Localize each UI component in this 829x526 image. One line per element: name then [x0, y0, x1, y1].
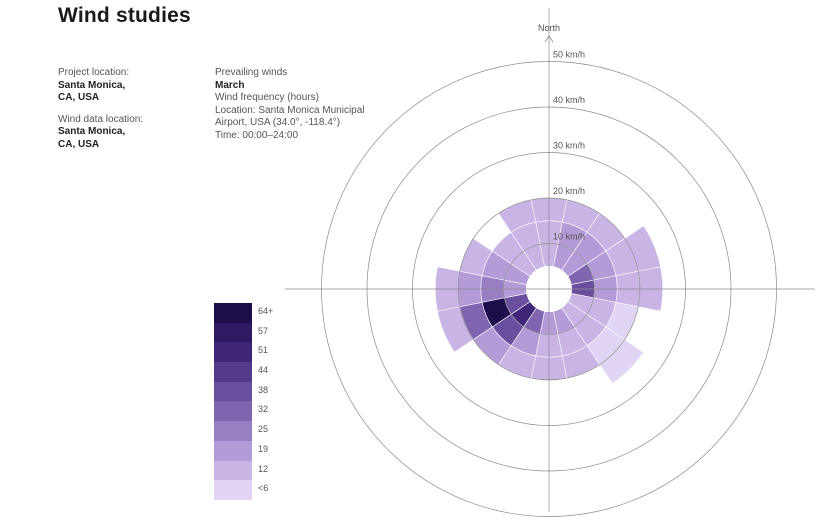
- legend-label: 44: [258, 365, 269, 376]
- data-location-label: Wind data location:: [58, 113, 144, 125]
- north-label: North: [538, 23, 560, 33]
- data-location-value-2: CA, USA: [58, 138, 100, 150]
- study-heading: Prevailing winds: [215, 67, 288, 78]
- legend-label: 25: [258, 424, 269, 435]
- legend-label: <6: [258, 483, 269, 494]
- legend-row: 38: [214, 381, 304, 402]
- project-location-value: Santa Monica,: [58, 79, 126, 91]
- legend-row: 64+: [214, 303, 304, 323]
- data-location-value: Santa Monica,: [58, 126, 126, 138]
- project-location-value-2: CA, USA: [58, 92, 100, 104]
- legend-swatch: [214, 421, 252, 441]
- north-arrow-icon: [544, 35, 554, 43]
- study-location-2: Airport, USA (34.0°, -118.4°): [215, 117, 341, 129]
- study-time: Time: 00:00–24:00: [215, 129, 299, 141]
- ring-label: 40 km/h: [553, 95, 585, 105]
- speed-ring: [412, 152, 686, 426]
- study-location-1: Location: Santa Monica Municipal: [215, 104, 365, 116]
- study-info: Prevailing winds March Wind frequency (h…: [215, 67, 385, 143]
- legend-swatch: [214, 303, 252, 323]
- legend-swatch: [214, 362, 252, 382]
- project-info: Project location: Santa Monica, CA, USA …: [58, 67, 188, 152]
- color-legend: 64+ 57 51 44 38 32 25 19 12 <6: [214, 303, 304, 500]
- legend-swatch: [214, 480, 252, 500]
- legend-row: 32: [214, 401, 304, 422]
- legend-label: 51: [258, 345, 269, 356]
- study-month: March: [215, 79, 245, 91]
- legend-row: 51: [214, 342, 304, 363]
- legend-swatch: [214, 440, 252, 461]
- legend-label: 38: [258, 384, 269, 395]
- legend-swatch: [214, 342, 252, 363]
- ring-label: 30 km/h: [553, 141, 585, 151]
- legend-label: 57: [258, 325, 269, 336]
- legend-row: <6: [214, 480, 304, 500]
- legend-label: 19: [258, 443, 269, 454]
- speed-ring: [321, 61, 777, 517]
- legend-label: 12: [258, 463, 269, 474]
- legend-row: 44: [214, 362, 304, 382]
- legend-swatch: [214, 381, 252, 402]
- legend-swatch: [214, 322, 252, 343]
- ring-label: 20 km/h: [553, 186, 585, 196]
- ring-label: 10 km/h: [553, 232, 585, 242]
- project-location-label: Project location:: [58, 67, 130, 78]
- legend-label: 32: [258, 404, 269, 415]
- speed-ring: [503, 243, 595, 335]
- study-metric: Wind frequency (hours): [215, 92, 319, 104]
- speed-ring: [457, 197, 641, 381]
- legend-row: 25: [214, 421, 304, 441]
- legend-swatch: [214, 460, 252, 481]
- rose-grid: [285, 8, 815, 517]
- ring-label: 50 km/h: [553, 50, 585, 60]
- speed-ring: [366, 106, 732, 472]
- page-title: Wind studies: [58, 4, 191, 27]
- legend-row: 57: [214, 322, 304, 343]
- legend-swatch: [214, 401, 252, 422]
- rose-labels: 10 km/h 20 km/h 30 km/h 40 km/h 50 km/h North: [538, 23, 585, 242]
- legend-label: 64+: [258, 306, 274, 316]
- legend-row: 12: [214, 460, 304, 481]
- legend-row: 19: [214, 440, 304, 461]
